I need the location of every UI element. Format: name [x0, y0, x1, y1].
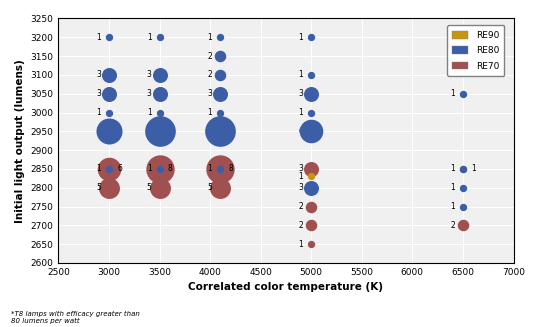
Text: 1: 1 — [207, 164, 212, 173]
Text: 9: 9 — [146, 127, 151, 136]
Text: 1: 1 — [96, 164, 101, 173]
Point — [105, 35, 113, 40]
Point — [216, 54, 225, 59]
Text: 1: 1 — [147, 33, 151, 42]
Point — [216, 35, 225, 40]
Text: 1: 1 — [450, 183, 455, 192]
Point — [307, 166, 315, 172]
Point — [307, 72, 315, 77]
Point — [155, 185, 164, 190]
Text: 3: 3 — [146, 89, 151, 98]
Text: 1: 1 — [299, 172, 303, 181]
Point — [155, 110, 164, 115]
Text: 1: 1 — [96, 33, 101, 42]
Text: 3: 3 — [298, 164, 303, 173]
Text: 5: 5 — [207, 183, 212, 192]
Point — [307, 174, 315, 179]
Text: 1: 1 — [207, 33, 212, 42]
Point — [307, 223, 315, 228]
Text: 3: 3 — [96, 70, 101, 79]
Text: 3: 3 — [96, 89, 101, 98]
Text: 2: 2 — [299, 221, 303, 230]
Point — [458, 35, 467, 40]
Text: 6: 6 — [298, 127, 303, 136]
Text: 1: 1 — [450, 202, 455, 211]
Text: 1: 1 — [450, 89, 455, 98]
Point — [458, 223, 467, 228]
Text: 3: 3 — [298, 89, 303, 98]
Text: 1: 1 — [471, 164, 476, 173]
Text: 2: 2 — [299, 202, 303, 211]
Point — [307, 204, 315, 209]
Point — [307, 242, 315, 247]
Text: 1: 1 — [147, 108, 151, 117]
Text: 9: 9 — [207, 127, 212, 136]
Text: 1: 1 — [147, 164, 151, 173]
Text: 8: 8 — [228, 164, 233, 173]
X-axis label: Correlated color temperature (K): Correlated color temperature (K) — [188, 283, 383, 292]
Point — [105, 91, 113, 96]
Point — [458, 91, 467, 96]
Text: 3: 3 — [207, 89, 212, 98]
Text: 1: 1 — [299, 70, 303, 79]
Point — [216, 129, 225, 134]
Point — [155, 166, 164, 172]
Text: 5: 5 — [146, 183, 151, 192]
Point — [105, 166, 113, 172]
Text: 8: 8 — [167, 164, 172, 173]
Point — [105, 110, 113, 115]
Point — [307, 91, 315, 96]
Text: 3: 3 — [146, 70, 151, 79]
Text: 1: 1 — [299, 33, 303, 42]
Point — [155, 91, 164, 96]
Text: *T8 lamps with efficacy greater than
80 lumens per watt: *T8 lamps with efficacy greater than 80 … — [11, 311, 140, 324]
Point — [155, 72, 164, 77]
Text: 1: 1 — [450, 33, 455, 42]
Y-axis label: Initial light output (lumens): Initial light output (lumens) — [15, 59, 25, 223]
Point — [216, 72, 225, 77]
Point — [105, 166, 113, 172]
Point — [307, 110, 315, 115]
Text: 5: 5 — [96, 183, 101, 192]
Point — [105, 72, 113, 77]
Point — [105, 185, 113, 190]
Point — [155, 129, 164, 134]
Text: 1: 1 — [96, 108, 101, 117]
Point — [155, 35, 164, 40]
Text: 2: 2 — [207, 70, 212, 79]
Point — [155, 166, 164, 172]
Point — [216, 110, 225, 115]
Text: 3: 3 — [298, 183, 303, 192]
Text: 6: 6 — [117, 164, 122, 173]
Point — [105, 129, 113, 134]
Point — [458, 166, 467, 172]
Point — [307, 185, 315, 190]
Text: 2: 2 — [207, 52, 212, 60]
Point — [458, 166, 467, 172]
Text: 2: 2 — [450, 221, 455, 230]
Point — [458, 185, 467, 190]
Text: 1: 1 — [299, 108, 303, 117]
Legend: RE90, RE80, RE70: RE90, RE80, RE70 — [447, 26, 504, 76]
Text: 1: 1 — [207, 108, 212, 117]
Point — [458, 204, 467, 209]
Point — [307, 35, 315, 40]
Point — [216, 91, 225, 96]
Text: 1: 1 — [450, 164, 455, 173]
Text: 1: 1 — [299, 240, 303, 249]
Point — [216, 166, 225, 172]
Point — [216, 166, 225, 172]
Point — [307, 129, 315, 134]
Text: 7: 7 — [96, 127, 101, 136]
Point — [216, 185, 225, 190]
